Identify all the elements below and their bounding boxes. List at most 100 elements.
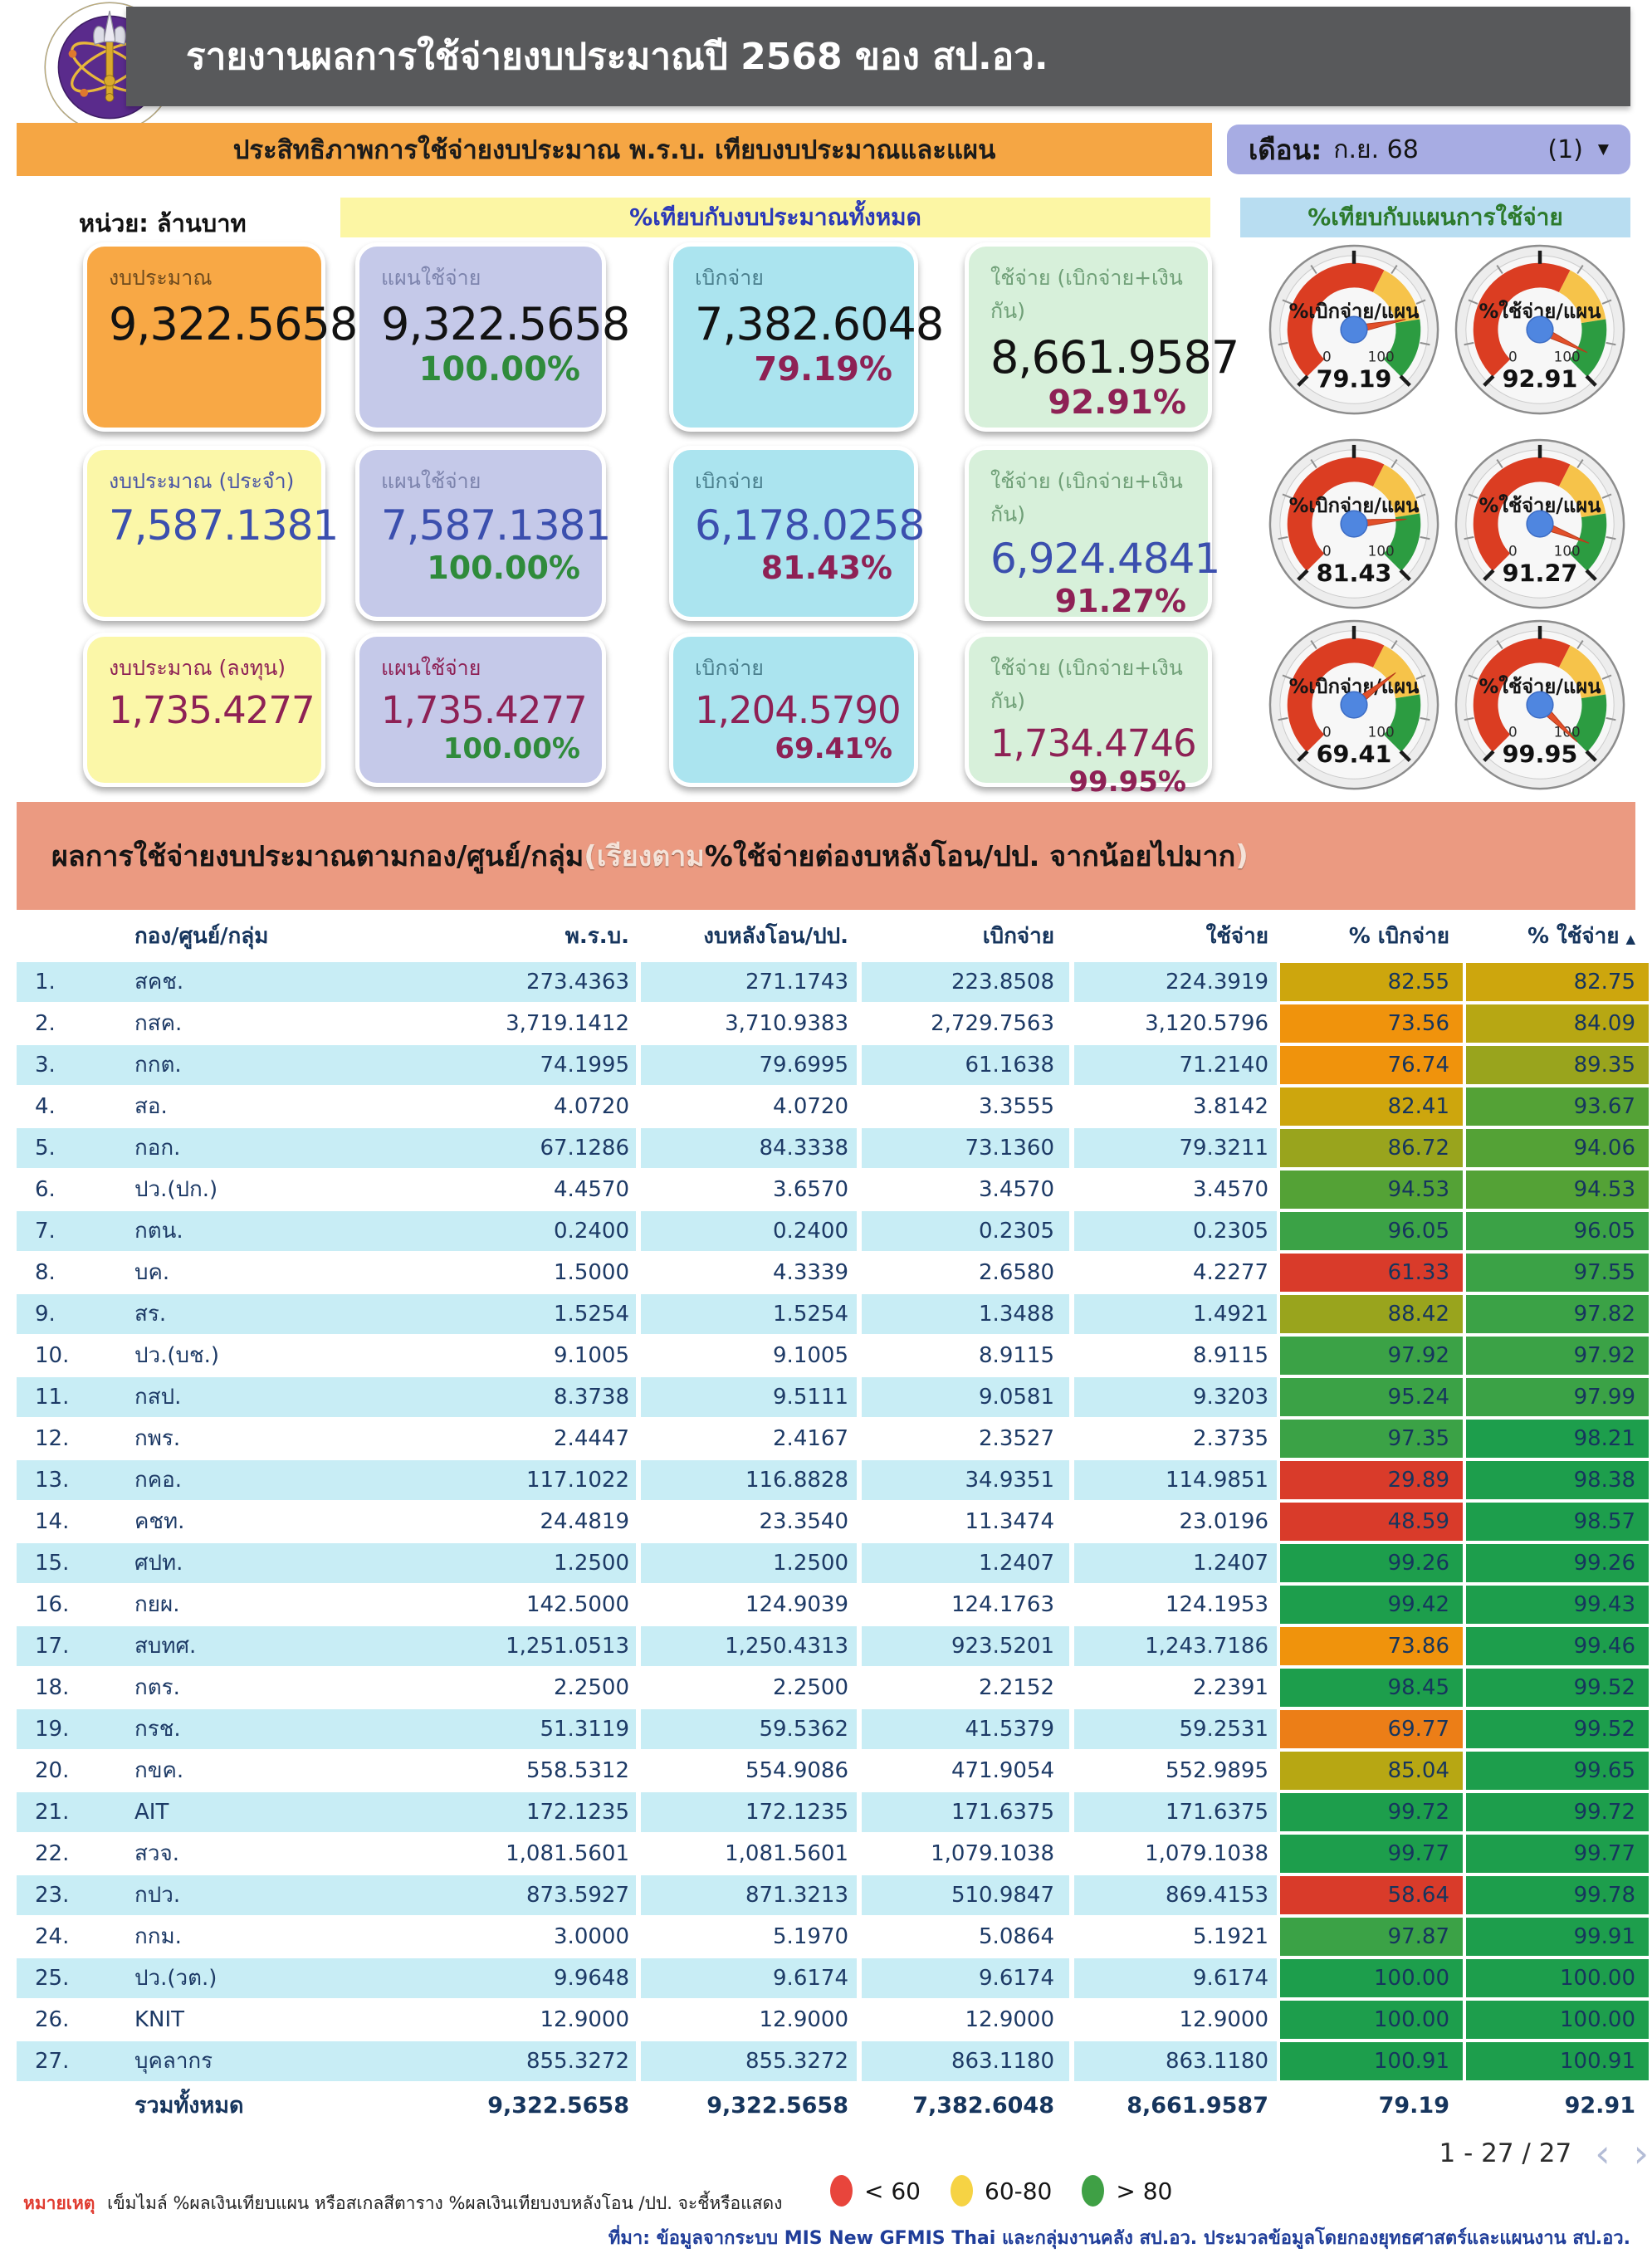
cell-prb: 117.1022 [525, 1468, 629, 1493]
footnote-text: เข็มไมล์ %ผลเงินเทียบแผน หรือสเกลสีตาราง… [107, 2193, 783, 2213]
card-label: เบิกจ่าย [695, 469, 764, 493]
previous-page-icon[interactable]: ‹ [1595, 2131, 1610, 2176]
cell-pct-spend: 93.67 [1466, 1087, 1649, 1126]
card-percent: 92.91% [1048, 384, 1186, 422]
gauge-value: 92.91 [1503, 364, 1578, 393]
cell-prb: 4.0720 [554, 1094, 629, 1119]
cell-prb: 51.3119 [540, 1717, 629, 1742]
cell-pct-disburse: 69.77 [1280, 1710, 1463, 1748]
table-row: 24. กกม. 3.0000 5.1970 5.0864 5.1921 97.87 99.9… [0, 1916, 1652, 1957]
cell-disburse: 510.9847 [951, 1883, 1054, 1908]
card-percent: 100.00% [442, 732, 580, 765]
cell-transfer: 0.2400 [773, 1219, 848, 1244]
cell-pct-spend: 98.21 [1466, 1420, 1649, 1458]
cell-transfer: 124.9039 [745, 1592, 848, 1617]
cell-transfer: 9.5111 [773, 1385, 848, 1410]
card-value: 1,204.5790 [695, 688, 902, 732]
card-label: แผนใช้จ่าย [381, 266, 481, 290]
legend-dot-icon [830, 2175, 853, 2207]
cell-disburse: 3.4570 [979, 1177, 1054, 1202]
row-index: 22. [35, 1841, 70, 1866]
cell-disburse: 41.5379 [965, 1717, 1054, 1742]
gauge-hub-icon [1526, 510, 1554, 538]
cell-spend: 59.2531 [1179, 1717, 1268, 1742]
row-index: 11. [35, 1385, 70, 1410]
column-header-prb[interactable]: พ.ร.บ. [565, 924, 629, 949]
cell-spend: 3.8142 [1193, 1094, 1268, 1119]
column-header-pct-spend[interactable]: % ใช้จ่าย ▲ [1527, 924, 1635, 949]
row-stripe [862, 1543, 1069, 1583]
row-stripe [862, 1377, 1069, 1417]
cell-spend: 1.4921 [1193, 1302, 1268, 1327]
org-name: AIT [134, 1800, 169, 1825]
org-name: กอก. [134, 1136, 181, 1161]
row-stripe [17, 1294, 636, 1334]
row-index: 24. [35, 1924, 70, 1949]
row-stripe [17, 1128, 636, 1168]
month-value: ก.ย. 68 [1333, 134, 1419, 164]
cell-prb: 4.4570 [554, 1177, 629, 1202]
pagination: 1 - 27 / 27 ‹ › [1345, 2133, 1649, 2173]
card-label: งบประมาณ [109, 266, 213, 290]
gauge-hub-icon [1526, 315, 1554, 344]
next-page-icon[interactable]: › [1633, 2131, 1649, 2176]
cell-pct-disburse: 97.87 [1280, 1918, 1463, 1956]
cell-prb: 2.4447 [554, 1426, 629, 1451]
row-stripe [17, 1709, 636, 1749]
summary-card: งบประมาณ 9,322.5658 [83, 242, 358, 432]
org-name: กปว. [134, 1883, 181, 1908]
card-value: 8,661.9587 [990, 331, 1239, 384]
cell-transfer: 4.3339 [773, 1260, 848, 1285]
sort-ascending-icon: ▲ [1625, 931, 1635, 946]
cell-disburse: 3.3555 [979, 1094, 1054, 1119]
cell-disburse: 2.6580 [979, 1260, 1054, 1285]
cell-pct-spend: 100.00 [1466, 2001, 1649, 2039]
summary-card: เบิกจ่าย 6,178.0258 81.43% [669, 446, 925, 621]
card-value: 1,734.4746 [990, 721, 1197, 765]
month-dropdown[interactable]: เดือน: ก.ย. 68 (1) ▼ [1227, 125, 1630, 174]
row-stripe [1074, 1211, 1277, 1251]
column-header-spend[interactable]: ใช้จ่าย [1205, 924, 1268, 949]
cell-pct-disburse: 29.89 [1280, 1461, 1463, 1499]
units-label: หน่วย: ล้านบาท [79, 209, 247, 237]
cell-pct-spend: 84.09 [1466, 1004, 1649, 1043]
column-header-transfer[interactable]: งบหลังโอน/ปป. [703, 924, 848, 949]
cell-disburse: 34.9351 [965, 1468, 1054, 1493]
cell-transfer: 1.5254 [773, 1302, 848, 1327]
row-index: 4. [35, 1094, 56, 1119]
table-row: 9. สร. 1.5254 1.5254 1.3488 1.4921 88.42 97.82 [0, 1293, 1652, 1335]
gauge-disburse-vs-plan: 0 100 %เบิกจ่าย/แผน 79.19 [1263, 244, 1444, 425]
column-header-org[interactable]: กอง/ศูนย์/กลุ่ม [134, 924, 269, 949]
legend-label: > 80 [1116, 2177, 1173, 2205]
summary-card: ใช้จ่าย (เบิกจ่าย+เงินกัน) 8,661.9587 92.9… [965, 242, 1239, 432]
card-value: 9,322.5658 [109, 298, 358, 350]
row-stripe [17, 1543, 636, 1583]
cell-transfer: 3,710.9383 [725, 1011, 848, 1036]
row-stripe [641, 1377, 857, 1417]
org-name: บค. [134, 1260, 170, 1285]
table-row: 6. ปว.(ปก.) 4.4570 3.6570 3.4570 3.4570 94.53 9… [0, 1169, 1652, 1210]
summary-card: แผนใช้จ่าย 7,587.1381 100.00% [355, 446, 611, 621]
cell-spend: 79.3211 [1179, 1136, 1268, 1161]
card-label: ใช้จ่าย (เบิกจ่าย+เงินกัน) [990, 469, 1183, 526]
column-header-disburse[interactable]: เบิกจ่าย [982, 924, 1054, 949]
cell-pct-disburse: 86.72 [1280, 1129, 1463, 1167]
cell-disburse: 863.1180 [951, 2049, 1054, 2074]
gauge-min-label: 0 [1508, 543, 1518, 560]
color-legend: < 60 60-80 > 80 [830, 2175, 1190, 2207]
cell-pct-spend: 99.26 [1466, 1544, 1649, 1582]
cell-pct-disburse: 94.53 [1280, 1171, 1463, 1209]
cell-prb: 142.5000 [525, 1592, 629, 1617]
cell-disburse: 471.9054 [951, 1758, 1054, 1783]
cell-prb: 9.9648 [554, 1966, 629, 1991]
cell-transfer: 3.6570 [773, 1177, 848, 1202]
cell-disburse: 0.2305 [979, 1219, 1054, 1244]
row-stripe [1074, 1792, 1277, 1832]
table-row: 13. กคอ. 117.1022 116.8828 34.9351 114.9851 29… [0, 1459, 1652, 1501]
gauge-min-label: 0 [1508, 724, 1518, 740]
row-stripe [862, 1294, 1069, 1334]
row-stripe [641, 1460, 857, 1500]
footnote-prefix: หมายเหตุ [23, 2193, 95, 2213]
column-header-pct-disburse[interactable]: % เบิกจ่าย [1348, 924, 1449, 949]
